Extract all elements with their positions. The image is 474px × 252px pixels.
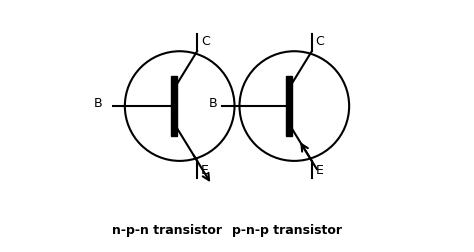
Text: C: C bbox=[316, 35, 324, 48]
Text: B: B bbox=[209, 97, 217, 110]
Text: B: B bbox=[94, 97, 102, 110]
Text: p-n-p transistor: p-n-p transistor bbox=[232, 224, 342, 237]
Text: n-p-n transistor: n-p-n transistor bbox=[112, 224, 222, 237]
Text: E: E bbox=[201, 164, 209, 177]
Text: E: E bbox=[316, 164, 323, 177]
Text: C: C bbox=[201, 35, 210, 48]
Bar bbox=[286, 76, 292, 136]
Bar bbox=[171, 76, 177, 136]
